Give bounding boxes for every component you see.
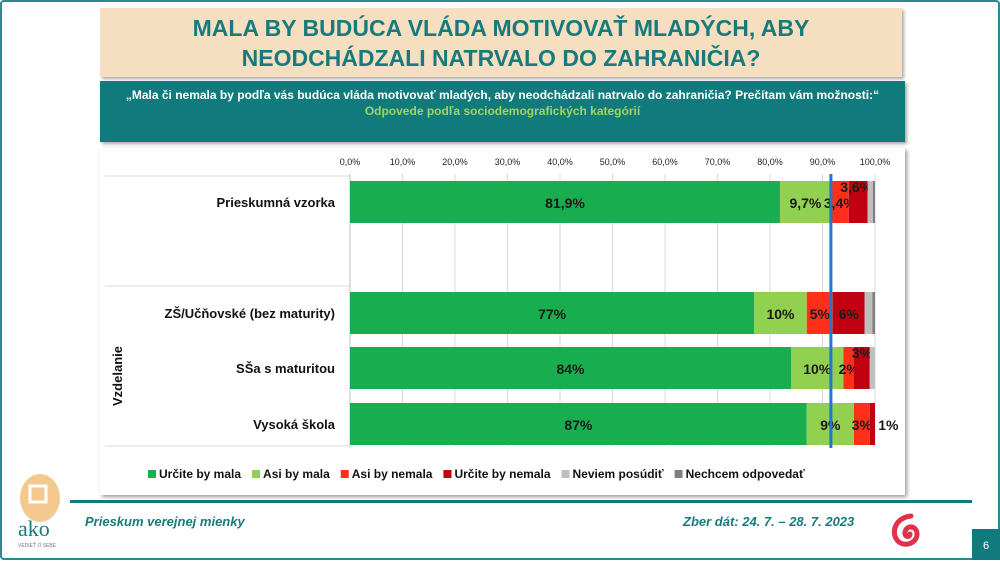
question-box: „Mala či nemala by podľa vás budúca vlád… — [100, 81, 905, 142]
x-tick-label: 100,0% — [860, 157, 891, 167]
bar-segment-určite-by-nemala — [869, 403, 875, 445]
logo-text: ako — [18, 516, 50, 541]
stacked-bar-chart: 0,0% 10,0% 20,0% 30,0% 40,0% 50,0% 60,0% 70,0% 8… — [105, 157, 899, 481]
bar-segment-neviem-posúdiť — [867, 181, 873, 223]
data-label: 77% — [538, 306, 567, 322]
data-label: 3% — [852, 417, 873, 433]
legend-label: Určite by mala — [159, 467, 241, 481]
data-label: 81,9% — [545, 195, 585, 211]
bar-segment-asi-by-nemala — [830, 181, 849, 223]
legend-label: Neviem posúdiť — [573, 467, 664, 481]
question-text: „Mala či nemala by podľa vás budúca vlád… — [125, 88, 880, 102]
spiral-logo-shape — [28, 484, 48, 504]
footer-date-text: Zber dát: 24. 7. – 28. 7. 2023 — [683, 514, 855, 529]
x-tick-label: 20,0% — [442, 157, 468, 167]
bar-segment-asi-by-mala — [754, 292, 807, 334]
bar-segment-asi-by-nemala — [843, 347, 854, 389]
x-tick-label: 90,0% — [810, 157, 836, 167]
bar-segment-asi-by-nemala — [854, 403, 870, 445]
x-tick-label: 50,0% — [600, 157, 626, 167]
head-logo-shape — [20, 474, 60, 522]
x-tick-label: 10,0% — [390, 157, 416, 167]
category-label: SŠa s maturitou — [236, 361, 335, 376]
group-label: Vzdelanie — [110, 346, 125, 406]
bar-segment-určite-by-nemala — [848, 181, 868, 223]
data-label: 1% — [878, 417, 899, 433]
spiral-brand-icon — [891, 513, 920, 547]
category-label: ZŠ/Učňovské (bez maturity) — [165, 306, 336, 321]
x-tick-label: 0,0% — [340, 157, 361, 167]
data-label: 9,7% — [789, 195, 821, 211]
slide-title: MALA BY BUDÚCA VLÁDA MOTIVOVAŤ MLADÝCH, … — [100, 8, 902, 77]
legend-swatch — [340, 470, 349, 478]
bar-segment-asi-by-nemala — [806, 292, 833, 334]
legend-swatch — [148, 470, 156, 478]
data-label: 87% — [564, 417, 593, 433]
bar-segment-určite-by-mala — [350, 347, 791, 389]
x-tick-label: 70,0% — [705, 157, 731, 167]
subtitle: Odpovede podľa sociodemografických kateg… — [364, 104, 641, 118]
data-label: 6% — [839, 306, 860, 322]
bar-segment-asi-by-mala — [791, 347, 844, 389]
legend-swatch — [443, 470, 452, 478]
footer-divider — [70, 500, 972, 503]
legend-label: Asi by nemala — [352, 467, 433, 481]
bar-segment-nechcem-odpovedať — [872, 292, 875, 334]
data-label: 10% — [766, 306, 795, 322]
legend-label: Určite by nemala — [454, 467, 550, 481]
bar-segment-asi-by-mala — [779, 181, 831, 223]
bar-segment-neviem-posúdiť — [864, 292, 873, 334]
category-label: Prieskumná vzorka — [216, 195, 335, 210]
category-label: Vysoká škola — [253, 417, 336, 432]
page-number: 6 — [972, 529, 1000, 560]
bar-segment-určite-by-nemala — [833, 292, 865, 334]
bar-segment-určite-by-nemala — [854, 347, 870, 389]
legend-label: Nechcem odpovedať — [686, 467, 805, 481]
bar-segment-nechcem-odpovedať — [872, 181, 875, 223]
legend-label: Asi by mala — [263, 467, 330, 481]
bar-segment-určite-by-mala — [350, 292, 755, 334]
bar-segment-určite-by-mala — [350, 403, 807, 445]
data-label: 3% — [852, 345, 873, 361]
legend-swatch — [674, 470, 683, 478]
bar-segment-určite-by-mala — [350, 181, 780, 223]
bar-segment-neviem-posúdiť — [869, 347, 875, 389]
x-tick-label: 40,0% — [547, 157, 573, 167]
chart-area: 0,0% 10,0% 20,0% 30,0% 40,0% 50,0% 60,0% 70,0% 8… — [100, 148, 905, 495]
legend-swatch — [252, 470, 261, 478]
data-label: 3,6% — [840, 179, 872, 195]
logo-tagline: VEDIEŤ O SEBE — [18, 541, 57, 549]
x-tick-label: 60,0% — [652, 157, 678, 167]
footer-left-text: Prieskum verejnej mienky — [85, 514, 245, 529]
data-label: 5% — [810, 306, 831, 322]
x-tick-label: 30,0% — [495, 157, 521, 167]
legend-swatch — [561, 470, 570, 478]
data-label: 84% — [556, 361, 585, 377]
ako-logo: ako VEDIEŤ O SEBE — [18, 474, 60, 549]
x-tick-label: 80,0% — [757, 157, 783, 167]
data-label: 10% — [803, 361, 832, 377]
